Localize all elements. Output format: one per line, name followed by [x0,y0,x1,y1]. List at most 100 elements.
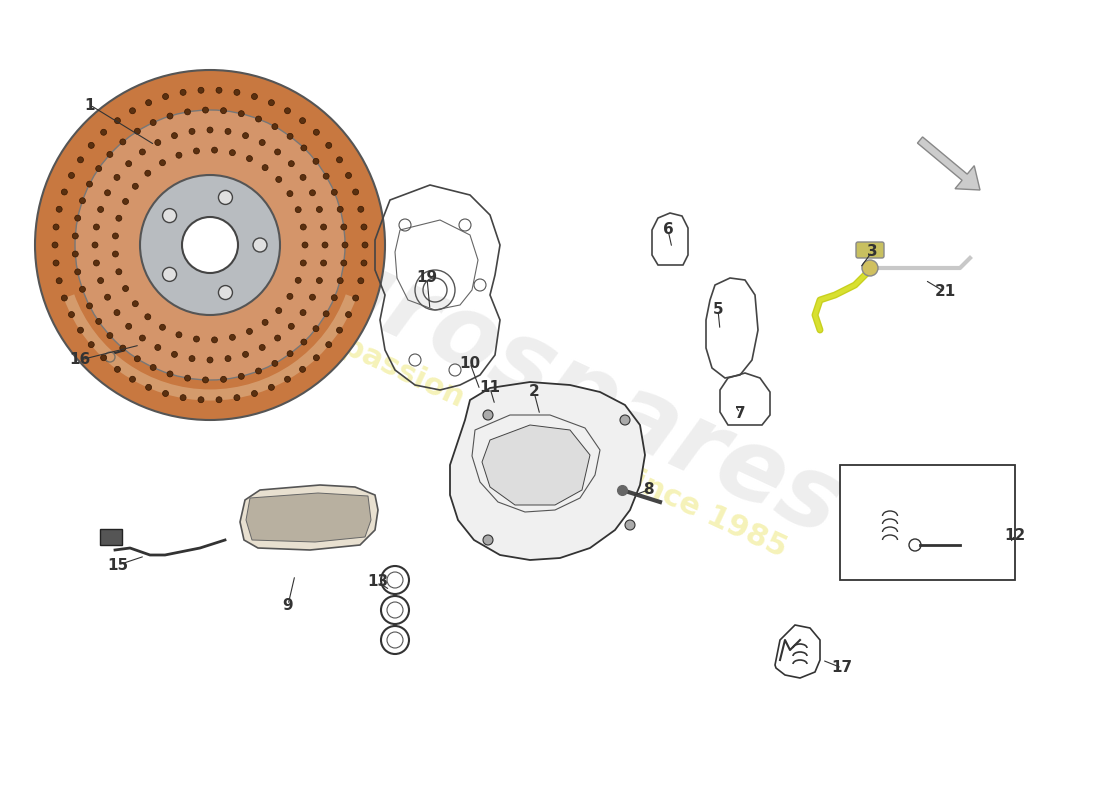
Circle shape [160,324,165,330]
Circle shape [75,110,345,380]
Circle shape [73,233,78,239]
Text: a passion for parts since 1985: a passion for parts since 1985 [309,318,791,562]
Circle shape [301,339,307,345]
Circle shape [300,224,306,230]
Circle shape [287,294,293,299]
Circle shape [114,310,120,315]
Circle shape [239,374,244,379]
Circle shape [94,224,99,230]
Circle shape [320,260,327,266]
Circle shape [88,342,95,348]
Circle shape [285,108,290,114]
Circle shape [68,311,75,318]
Polygon shape [450,382,645,560]
Circle shape [309,190,316,196]
Circle shape [94,260,99,266]
Text: 2: 2 [529,385,539,399]
Text: 17: 17 [832,661,852,675]
Circle shape [483,535,493,545]
Circle shape [314,130,319,135]
Text: 13: 13 [367,574,388,590]
Circle shape [180,90,186,95]
Circle shape [353,295,359,301]
Circle shape [189,129,195,134]
Circle shape [145,314,151,320]
Circle shape [132,183,139,190]
Circle shape [114,174,120,181]
Circle shape [230,334,235,340]
Circle shape [216,87,222,94]
Circle shape [155,139,161,146]
Circle shape [151,365,156,370]
Circle shape [358,278,364,284]
Circle shape [189,355,195,362]
Circle shape [163,94,168,99]
Circle shape [338,206,343,212]
Text: 11: 11 [480,381,501,395]
Circle shape [125,161,132,166]
Circle shape [176,332,182,338]
Circle shape [163,267,176,282]
Circle shape [234,90,240,95]
Circle shape [122,286,129,291]
Circle shape [300,310,306,315]
Circle shape [322,242,328,248]
Circle shape [262,165,268,170]
Circle shape [268,384,274,390]
Circle shape [155,345,161,350]
Circle shape [160,160,165,166]
Circle shape [56,278,63,284]
Circle shape [625,520,635,530]
Circle shape [98,278,103,283]
Circle shape [53,260,59,266]
Circle shape [104,294,110,300]
Circle shape [35,70,385,420]
Circle shape [361,260,367,266]
Circle shape [295,278,301,283]
Circle shape [220,376,227,382]
Circle shape [285,376,290,382]
Circle shape [255,368,262,374]
FancyBboxPatch shape [856,242,884,258]
Circle shape [145,170,151,176]
Circle shape [362,242,369,248]
Circle shape [202,107,209,113]
Circle shape [211,337,218,343]
Circle shape [112,251,119,257]
Text: 12: 12 [1004,527,1025,542]
Text: 6: 6 [662,222,673,238]
Text: 7: 7 [735,406,746,421]
Text: 5: 5 [713,302,724,318]
Circle shape [96,318,101,325]
Circle shape [341,224,346,230]
Circle shape [275,149,280,155]
Circle shape [287,190,293,197]
Polygon shape [240,485,378,550]
Circle shape [276,307,282,314]
Text: 19: 19 [417,270,438,286]
Circle shape [107,151,113,158]
Circle shape [220,108,227,114]
Circle shape [338,278,343,284]
Circle shape [312,326,319,332]
Circle shape [77,157,84,163]
Circle shape [130,108,135,114]
Circle shape [226,129,231,134]
Circle shape [300,260,306,266]
Circle shape [299,118,306,124]
Circle shape [242,351,249,358]
Circle shape [288,161,295,166]
Circle shape [52,242,58,248]
Circle shape [252,94,257,99]
Circle shape [309,294,316,300]
Circle shape [207,357,213,363]
Circle shape [331,190,338,195]
Circle shape [483,410,493,420]
Circle shape [163,390,168,397]
Circle shape [79,286,86,292]
Circle shape [185,109,190,115]
Circle shape [114,118,120,124]
Circle shape [317,206,322,213]
Circle shape [92,242,98,248]
Circle shape [862,260,878,276]
